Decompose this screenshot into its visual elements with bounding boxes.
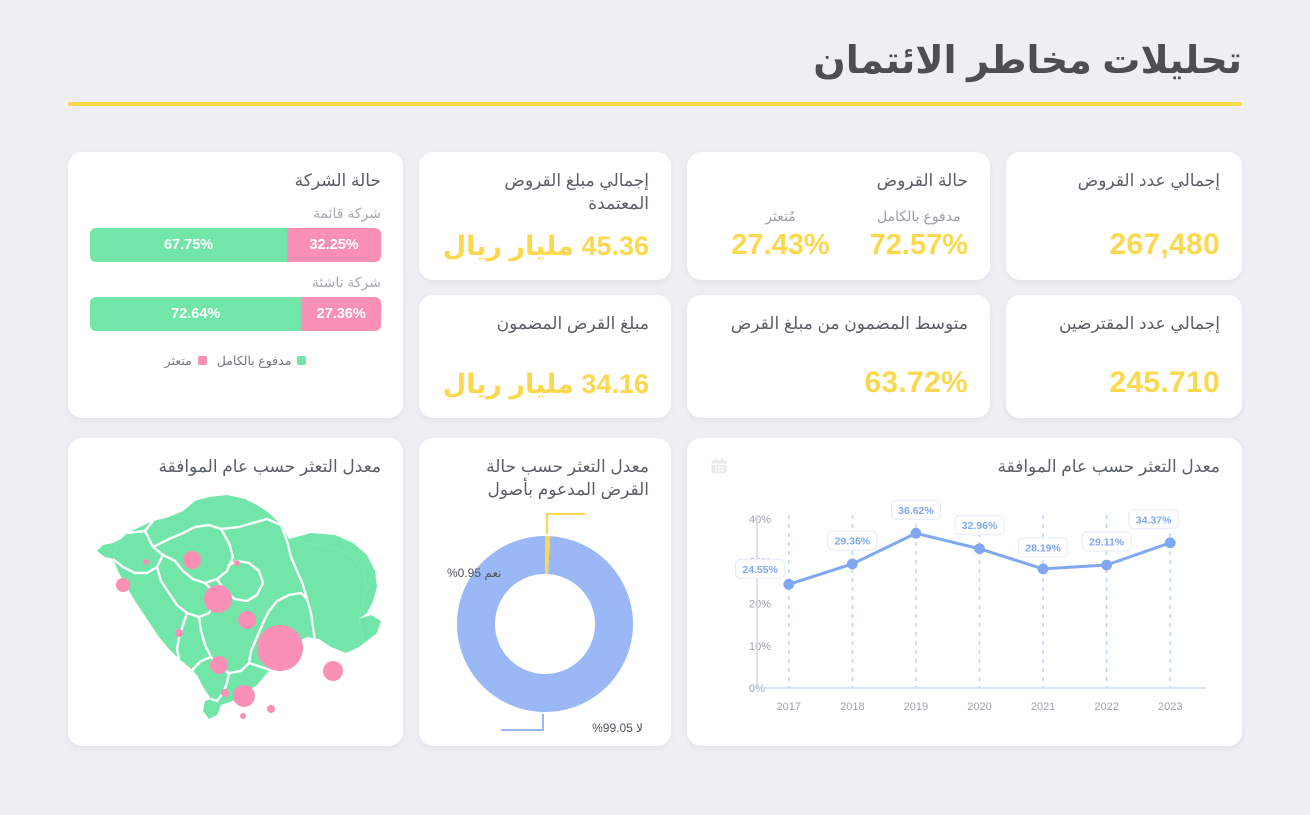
legend-swatch-paid-icon [297, 355, 307, 365]
loan-status-default-value: 27.43% [731, 229, 830, 261]
dashboard-grid: إجمالي عدد القروض 267,480 حالة القروض مد… [68, 152, 1242, 746]
svg-text:36.62%: 36.62% [898, 505, 934, 517]
donut-label-no: لا 99.05% [592, 720, 643, 735]
map-wrap [90, 487, 381, 725]
kpi-value-total-borrowers: 245.710 [1109, 366, 1220, 399]
loan-status-paid: مدفوع بالكامل 72.57% [870, 208, 968, 262]
loan-status-default: مُتعثر 27.43% [731, 208, 829, 262]
loan-status-paid-value: 72.57% [869, 229, 968, 261]
kpi-card-total-borrowers[interactable]: إجمالي عدد المقترضين 245.710 [1006, 295, 1242, 418]
kpi-card-loan-status[interactable]: حالة القروض مدفوع بالكامل 72.57% مُتعثر … [687, 152, 990, 280]
svg-text:2021: 2021 [1031, 701, 1055, 713]
page-title: تحليلات مخاطر الائتمان [813, 40, 1242, 82]
kpi-card-approved-amount[interactable]: إجمالي مبلغ القروض المعتمدة 45.36 مليار … [419, 152, 671, 280]
company-status-legend: مدفوع بالكامل متعثر [90, 353, 381, 368]
bar-segment-defaulted-startup: 27.36% [301, 296, 381, 331]
stacked-bar-startup[interactable]: 72.64% 27.36% [90, 296, 381, 331]
calendar-icon[interactable] [709, 456, 729, 476]
svg-text:2023: 2023 [1158, 701, 1182, 713]
kpi-value-total-loans: 267,480 [1109, 228, 1220, 261]
svg-text:2018: 2018 [840, 701, 864, 713]
chart-card-default-rate-map[interactable]: معدل التعثر حسب عام الموافقة [68, 438, 403, 746]
kpi-card-avg-guaranteed[interactable]: متوسط المضمون من مبلغ القرض 63.72% [687, 295, 990, 418]
card-title-guaranteed-amount: مبلغ القرض المضمون [496, 314, 649, 333]
svg-text:0%: 0% [749, 683, 765, 695]
company-status-label-established: شركة قائمة [313, 204, 381, 221]
legend-swatch-defaulted-icon [197, 355, 207, 365]
svg-text:29.36%: 29.36% [835, 535, 871, 547]
card-title-total-loans: إجمالي عدد القروض [1077, 171, 1220, 190]
company-status-label-startup: شركة ناشئة [311, 273, 381, 290]
line-chart-header: معدل التعثر حسب عام الموافقة [709, 456, 1220, 479]
svg-text:29.11%: 29.11% [1089, 536, 1125, 548]
loan-status-default-label: مُتعثر [765, 208, 796, 224]
loan-status-values: مدفوع بالكامل 72.57% مُتعثر 27.43% [709, 208, 968, 262]
kpi-card-total-loans[interactable]: إجمالي عدد القروض 267,480 [1006, 152, 1242, 280]
svg-text:32.96%: 32.96% [962, 520, 998, 532]
svg-text:2017: 2017 [777, 701, 801, 713]
saudi-arabia-map[interactable] [91, 487, 381, 725]
svg-text:34.37%: 34.37% [1136, 514, 1172, 526]
svg-text:10%: 10% [749, 641, 771, 653]
map-bubbles [115, 550, 343, 719]
legend-item-paid[interactable]: مدفوع بالكامل [217, 353, 307, 368]
loan-status-paid-label: مدفوع بالكامل [877, 208, 961, 224]
line-chart-default-rate[interactable]: 0%10%20%30%40%20172018201920202021202220… [709, 483, 1220, 728]
donut-chart-wrap: نعم 0.95% لا 99.05% [441, 506, 649, 743]
donut-label-yes: نعم 0.95% [447, 565, 502, 580]
svg-text:28.19%: 28.19% [1025, 542, 1061, 554]
svg-text:24.55%: 24.55% [742, 564, 778, 576]
header-divider [68, 101, 1242, 106]
bar-segment-paid-startup: 72.64% [90, 296, 302, 331]
stacked-bar-established[interactable]: 67.75% 32.25% [90, 227, 381, 262]
chart-card-asset-backed-default[interactable]: معدل التعثر حسب حالة القرض المدعوم بأصول… [419, 438, 671, 746]
svg-text:2019: 2019 [904, 701, 928, 713]
chart-card-company-status[interactable]: حالة الشركة شركة قائمة 67.75% 32.25% شرك… [68, 152, 403, 418]
card-title-approved-amount: إجمالي مبلغ القروض المعتمدة [504, 171, 649, 213]
card-title-company-status: حالة الشركة [294, 171, 381, 190]
svg-text:40%: 40% [749, 514, 771, 526]
card-title-avg-guaranteed: متوسط المضمون من مبلغ القرض [730, 314, 968, 333]
kpi-card-guaranteed-amount[interactable]: مبلغ القرض المضمون 34.16 مليار ريال [419, 295, 671, 418]
svg-text:2022: 2022 [1094, 701, 1118, 713]
card-title-default-rate-by-year: معدل التعثر حسب عام الموافقة [997, 457, 1220, 476]
legend-label-defaulted: متعثر [164, 353, 192, 368]
svg-text:2020: 2020 [967, 701, 991, 713]
donut-chart-asset-backed[interactable] [441, 506, 649, 738]
company-status-row-startup: شركة ناشئة 72.64% 27.36% [90, 274, 381, 331]
card-title-total-borrowers: إجمالي عدد المقترضين [1058, 314, 1220, 333]
bar-segment-paid-established: 67.75% [90, 227, 288, 262]
company-status-row-established: شركة قائمة 67.75% 32.25% [90, 205, 381, 262]
kpi-value-avg-guaranteed: 63.72% [864, 366, 968, 399]
bar-segment-defaulted-established: 32.25% [287, 227, 381, 262]
card-title-asset-backed: معدل التعثر حسب حالة القرض المدعوم بأصول [486, 457, 649, 499]
legend-item-defaulted[interactable]: متعثر [165, 353, 207, 368]
card-title-loan-status: حالة القروض [876, 171, 968, 190]
kpi-value-approved-amount: 45.36 مليار ريال [442, 231, 649, 261]
map-regions [96, 494, 381, 719]
kpi-value-guaranteed-amount: 34.16 مليار ريال [442, 369, 649, 399]
legend-label-paid: مدفوع بالكامل [216, 353, 292, 368]
card-title-default-map: معدل التعثر حسب عام الموافقة [158, 457, 381, 476]
page-header: تحليلات مخاطر الائتمان [68, 40, 1242, 106]
svg-text:20%: 20% [749, 598, 771, 610]
chart-card-default-rate-by-year[interactable]: معدل التعثر حسب عام الموافقة 0%10%20%30%… [687, 438, 1242, 746]
